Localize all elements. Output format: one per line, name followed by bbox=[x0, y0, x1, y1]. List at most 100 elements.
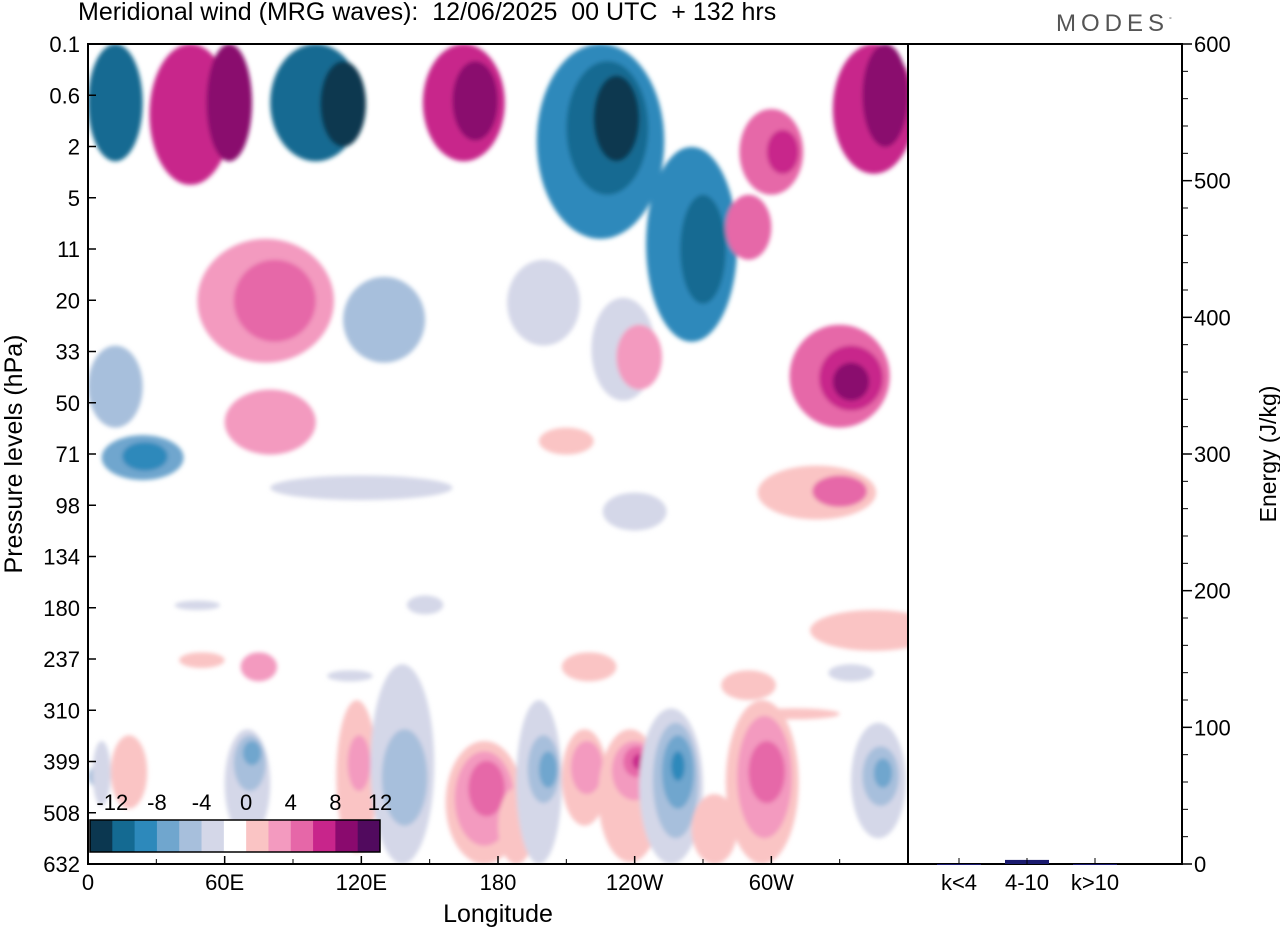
energy-axis: 0 100 200 300 400 500 600 bbox=[1182, 32, 1231, 877]
colorbar-tick-label: 8 bbox=[329, 790, 341, 815]
y-tick-label: 50 bbox=[56, 391, 80, 416]
y-tick-label: 508 bbox=[43, 801, 80, 826]
colorbar-segment bbox=[156, 820, 180, 852]
x-tick-label: 0 bbox=[82, 870, 94, 895]
colorbar-segment bbox=[335, 820, 359, 852]
contour-blob bbox=[320, 61, 366, 147]
energy-categories: k<4 4-10 k>10 bbox=[941, 858, 1119, 895]
colorbar-segment bbox=[357, 820, 381, 852]
contour-blob bbox=[468, 760, 505, 817]
colorbar-tick-label: -4 bbox=[192, 790, 212, 815]
contour-blob bbox=[810, 609, 908, 651]
colorbar-segment bbox=[112, 820, 136, 852]
colorbar-segment bbox=[246, 820, 269, 852]
energy-bar bbox=[1073, 864, 1117, 865]
energy-tick-label: 300 bbox=[1194, 442, 1231, 467]
contour-blob bbox=[671, 751, 685, 781]
contour-blob bbox=[766, 129, 799, 174]
y-tick-label: 632 bbox=[43, 852, 80, 877]
energy-tick-label: 0 bbox=[1194, 852, 1206, 877]
brand-logo: MODES° bbox=[1056, 10, 1172, 38]
contour-blob bbox=[224, 389, 316, 455]
contour-blob bbox=[862, 44, 908, 147]
energy-axis-title: Energy (J/kg) bbox=[1255, 386, 1280, 523]
contour-blob bbox=[680, 194, 726, 304]
y-tick-label: 0.1 bbox=[49, 32, 80, 57]
brand-logo-mark: ° bbox=[1169, 17, 1172, 24]
contour-blob bbox=[406, 595, 444, 615]
colorbar-segment bbox=[201, 820, 225, 852]
y-axis-title: Pressure levels (hPa) bbox=[0, 335, 28, 574]
colorbar-segment bbox=[90, 820, 113, 852]
contour-blob bbox=[725, 194, 772, 260]
energy-category-label: 4-10 bbox=[1005, 870, 1049, 895]
longitude-axis: 0 60E 120E 180 120W 60W bbox=[82, 856, 841, 895]
colorbar-segment bbox=[268, 820, 292, 852]
contour-blob bbox=[347, 735, 371, 792]
contour-blob bbox=[812, 475, 868, 508]
contour-blob bbox=[832, 362, 870, 401]
pressure-axis: 0.1 0.6 2 5 11 20 33 50 71 98 134 180 237 310 399 508 63… bbox=[43, 32, 96, 877]
contour-blob bbox=[602, 492, 667, 531]
contour-blob bbox=[233, 259, 316, 342]
contour-blob bbox=[452, 61, 498, 141]
y-tick-label: 98 bbox=[56, 493, 80, 518]
colorbar-segment bbox=[223, 820, 247, 852]
contour-blob bbox=[593, 75, 640, 162]
contour-blob bbox=[539, 427, 594, 455]
y-tick-label: 20 bbox=[56, 288, 80, 313]
energy-category-label: k>10 bbox=[1071, 870, 1119, 895]
contour-blob bbox=[570, 740, 603, 795]
colorbar-frame bbox=[89, 819, 381, 853]
colorbar-segment bbox=[313, 820, 336, 852]
energy-tick-label: 500 bbox=[1194, 169, 1231, 194]
energy-tick-label: 100 bbox=[1194, 715, 1231, 740]
y-tick-label: 237 bbox=[43, 647, 80, 672]
y-tick-label: 11 bbox=[57, 237, 80, 262]
contour-blob bbox=[873, 758, 893, 788]
colorbar-tick-label: -12 bbox=[96, 790, 128, 815]
colorbar-segment bbox=[134, 820, 158, 852]
contour-blob bbox=[343, 276, 426, 363]
brand-logo-text: MODES bbox=[1056, 10, 1170, 37]
y-tick-label: 5 bbox=[68, 186, 80, 211]
y-tick-label: 71 bbox=[56, 442, 80, 467]
contour-blob bbox=[270, 475, 453, 501]
contour-layers bbox=[88, 44, 908, 864]
energy-tick-label: 400 bbox=[1194, 305, 1231, 330]
x-tick-label: 120W bbox=[606, 870, 664, 895]
colorbar: -12 -8 -4 0 4 8 12 bbox=[89, 790, 392, 853]
y-tick-label: 0.6 bbox=[49, 83, 80, 108]
contour-blob bbox=[561, 652, 617, 682]
energy-plot-frame bbox=[907, 43, 1183, 865]
energy-category-label: k<4 bbox=[941, 870, 977, 895]
x-axis-title: Longitude bbox=[443, 900, 553, 928]
colorbar-tick-label: 0 bbox=[240, 790, 252, 815]
x-tick-label: 180 bbox=[480, 870, 517, 895]
contour-blob bbox=[88, 345, 143, 428]
contour-blob bbox=[174, 600, 221, 610]
contour-blob bbox=[88, 44, 143, 162]
colorbar-segment bbox=[179, 820, 203, 852]
contour-blob bbox=[721, 670, 776, 701]
colorbar-segment bbox=[290, 820, 314, 852]
contour-blob bbox=[616, 324, 662, 390]
contour-blob bbox=[381, 729, 428, 826]
contour-blob bbox=[179, 652, 225, 668]
x-tick-label: 120E bbox=[336, 870, 387, 895]
colorbar-tick-label: -8 bbox=[147, 790, 167, 815]
y-tick-label: 180 bbox=[43, 596, 80, 621]
energy-tick-label: 200 bbox=[1194, 579, 1231, 604]
y-tick-label: 399 bbox=[43, 750, 80, 775]
energy-tick-label: 600 bbox=[1194, 32, 1231, 57]
contour-blob bbox=[507, 259, 580, 346]
energy-bar bbox=[937, 864, 981, 865]
y-tick-label: 2 bbox=[68, 135, 80, 160]
hovmoller-contour-field bbox=[88, 44, 908, 864]
contour-blob bbox=[92, 740, 111, 806]
chart-title: Meridional wind (MRG waves): 12/06/2025 … bbox=[78, 0, 777, 26]
contour-blob bbox=[110, 735, 148, 809]
y-tick-label: 33 bbox=[56, 340, 80, 365]
contour-blob bbox=[828, 664, 874, 682]
